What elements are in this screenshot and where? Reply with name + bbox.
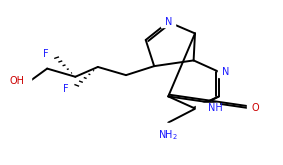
Bar [196, 103, 219, 113]
Text: NH$_2$: NH$_2$ [158, 128, 178, 142]
Text: N: N [222, 67, 230, 77]
Text: N: N [165, 17, 172, 27]
Bar [218, 67, 231, 77]
Text: OH: OH [10, 76, 25, 86]
Bar [158, 123, 178, 135]
Bar [44, 49, 53, 58]
Text: O: O [251, 103, 259, 113]
Bar [16, 76, 31, 85]
Bar [62, 84, 72, 94]
Text: F: F [43, 49, 49, 59]
Text: NH: NH [208, 103, 222, 113]
Bar [161, 17, 175, 27]
Bar [247, 103, 258, 113]
Text: F: F [63, 84, 68, 94]
